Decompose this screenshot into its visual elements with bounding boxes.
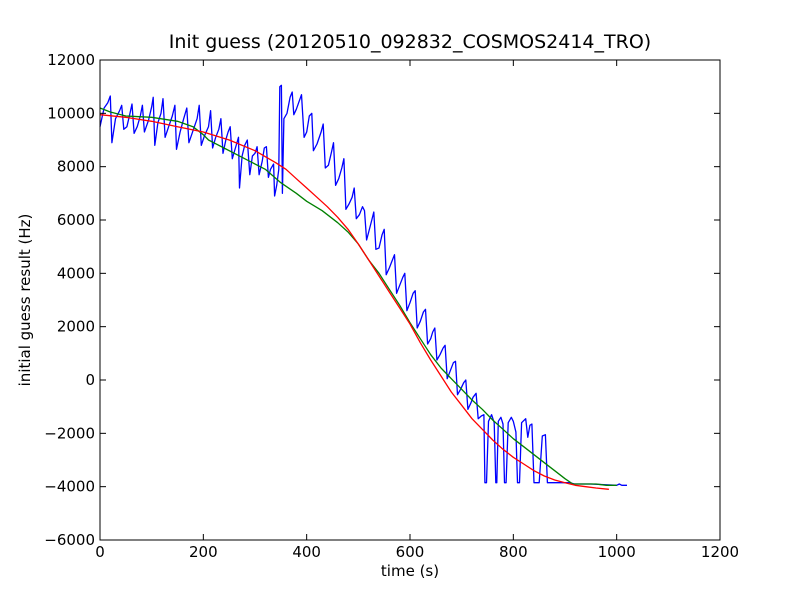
y-tick-label: 8000 — [57, 158, 95, 176]
x-tick-label: 0 — [95, 543, 105, 561]
series-line-1 — [99, 107, 617, 486]
series-layer — [99, 84, 627, 490]
y-tick-label: 6000 — [57, 211, 95, 229]
y-tick-label: 0 — [85, 371, 95, 389]
x-tick-label: 1000 — [598, 543, 636, 561]
y-tick-label: −4000 — [44, 478, 95, 496]
x-tick-label: 400 — [292, 543, 321, 561]
y-tick-label: 4000 — [57, 264, 95, 282]
x-tick-label: 800 — [499, 543, 528, 561]
y-tick-label: 2000 — [57, 318, 95, 336]
x-tick-label: 200 — [189, 543, 218, 561]
series-line-0 — [99, 84, 627, 486]
chart-title: Init guess (20120510_092832_COSMOS2414_T… — [169, 31, 651, 53]
tick-layer: 0 200 400 600 800 1000 1200 −6000 −4000 −2000 0 200… — [44, 51, 739, 561]
y-axis-title: initial guess result (Hz) — [16, 214, 34, 387]
y-tick-label: 12000 — [47, 51, 95, 69]
y-tick-label: −6000 — [44, 531, 95, 549]
x-tick-label: 1200 — [701, 543, 739, 561]
series-line-2 — [99, 114, 609, 490]
y-tick-label: −2000 — [44, 424, 95, 442]
x-axis-title: time (s) — [381, 562, 439, 580]
x-tick-label: 600 — [396, 543, 425, 561]
y-tick-label: 10000 — [47, 104, 95, 122]
